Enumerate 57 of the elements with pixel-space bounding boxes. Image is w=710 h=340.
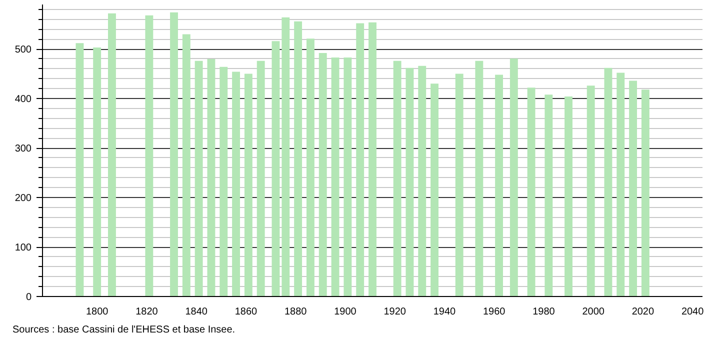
- bar: [232, 72, 240, 296]
- y-tick-label: 200: [14, 193, 32, 204]
- x-tick-label: 1800: [86, 306, 109, 318]
- bar: [306, 38, 314, 296]
- bar: [475, 60, 484, 296]
- x-tick-label: 2000: [582, 306, 605, 318]
- source-note: Sources : base Cassini de l'EHESS et base Insee.: [12, 324, 236, 336]
- y-tick-label: 100: [14, 242, 32, 254]
- bar: [244, 74, 252, 296]
- bar: [331, 57, 340, 296]
- bar: [207, 58, 216, 296]
- x-tick-label: 1860: [234, 306, 258, 318]
- bar: [256, 60, 265, 296]
- bar: [616, 72, 625, 296]
- bar: [604, 68, 612, 296]
- bar: [145, 15, 154, 296]
- y-tick-label: 400: [14, 94, 32, 106]
- x-tick-label: 2020: [632, 306, 655, 318]
- y-tick-label: 300: [14, 144, 32, 155]
- bar: [586, 86, 595, 296]
- bar: [344, 57, 352, 296]
- bar: [455, 74, 464, 296]
- bar: [641, 90, 650, 296]
- bar: [564, 96, 572, 296]
- bar: [294, 21, 302, 296]
- x-tick-label: 1820: [136, 306, 158, 318]
- x-tick-label: 1980: [532, 306, 556, 318]
- x-tick-label: 1940: [433, 306, 456, 318]
- bar: [368, 22, 376, 296]
- bar: [170, 12, 178, 296]
- bar: [393, 60, 402, 296]
- bar: [406, 68, 414, 296]
- bar: [108, 13, 116, 296]
- bar: [220, 66, 228, 296]
- bar: [194, 60, 203, 296]
- bar: [76, 43, 84, 296]
- x-tick-label: 1840: [185, 306, 208, 318]
- x-tick-label: 1900: [334, 306, 357, 318]
- bar: [430, 84, 438, 296]
- y-tick-label: 500: [14, 44, 32, 56]
- bar: [544, 94, 553, 296]
- bar: [182, 34, 190, 296]
- bar: [356, 23, 364, 296]
- bar: [510, 58, 518, 296]
- x-tick-label: 1960: [482, 306, 506, 318]
- bar: [93, 48, 102, 296]
- bar: [318, 53, 327, 296]
- x-tick-label: 1880: [284, 306, 308, 318]
- bar: [495, 74, 504, 296]
- bar: [418, 66, 426, 296]
- y-tick-label: 0: [26, 292, 32, 303]
- bar: [282, 17, 290, 296]
- bar: [629, 80, 637, 296]
- x-tick-label: 2040: [681, 306, 704, 318]
- bar: [527, 88, 536, 296]
- bar: [272, 41, 280, 296]
- x-tick-label: 1920: [384, 306, 406, 318]
